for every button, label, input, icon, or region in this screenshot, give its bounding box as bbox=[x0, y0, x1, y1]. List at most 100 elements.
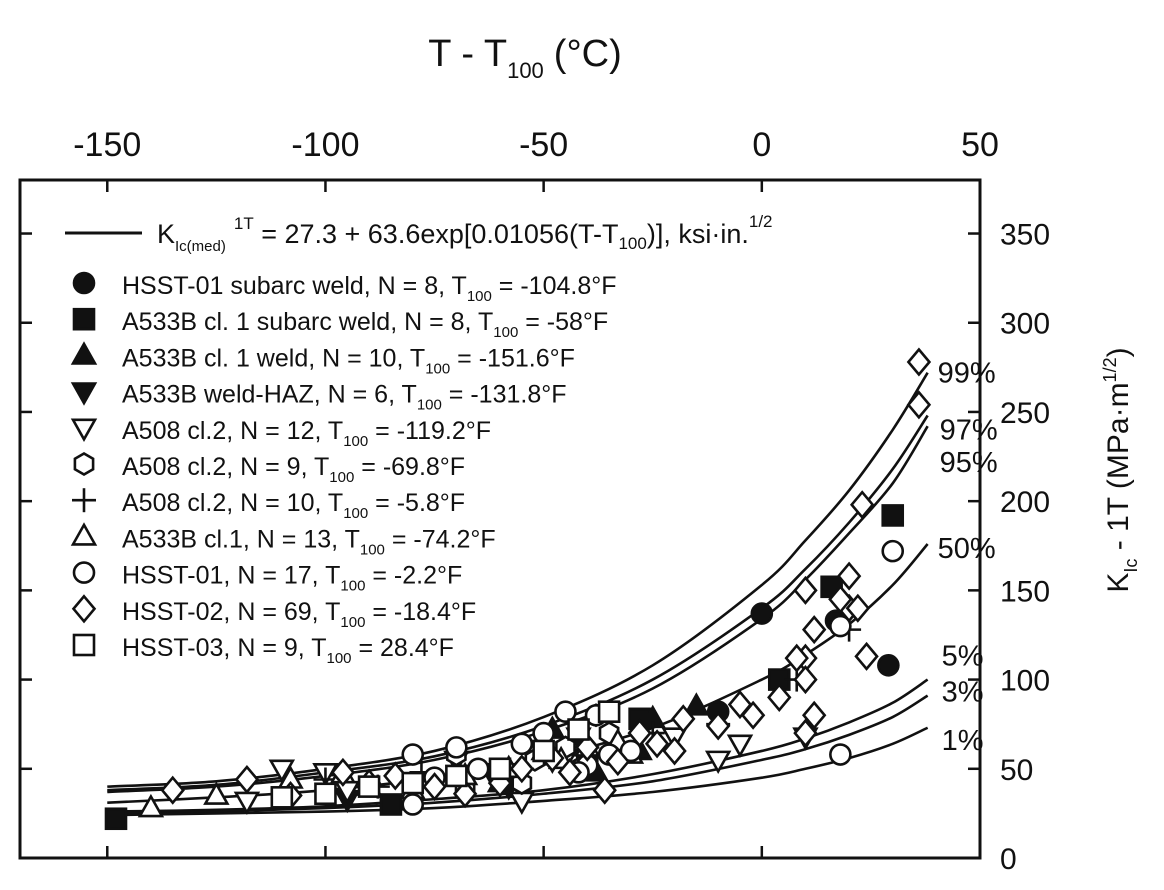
point-series-9 bbox=[881, 539, 905, 563]
point-series-10 bbox=[592, 775, 617, 805]
legend-marker-3 bbox=[70, 341, 98, 365]
point-series-10 bbox=[767, 682, 792, 712]
point-series-11 bbox=[597, 700, 621, 723]
point-series-11 bbox=[357, 775, 381, 798]
point-series-2 bbox=[379, 793, 403, 816]
legend-label-4: A533B weld-HAZ, N = 6, T100 = -131.8°F bbox=[122, 381, 567, 414]
point-series-10 bbox=[644, 729, 670, 759]
point-series-10 bbox=[234, 764, 260, 795]
legend-equation: KIc(med)1T = 27.3 + 63.6exp[0.01056(T-T1… bbox=[157, 212, 773, 255]
curve-label-50pct: 50% bbox=[938, 533, 996, 565]
x-tick-label: 0 bbox=[752, 126, 771, 164]
point-series-10 bbox=[793, 665, 818, 695]
point-series-10 bbox=[575, 732, 600, 762]
y-tick-label: 100 bbox=[1000, 665, 1050, 698]
legend-marker-7 bbox=[72, 488, 96, 513]
point-series-5 bbox=[726, 734, 754, 758]
legend-label-2: A533B cl. 1 subarc weld, N = 8, T100 = -… bbox=[122, 308, 608, 341]
curve-label-3pct: 3% bbox=[942, 677, 984, 709]
point-series-10 bbox=[383, 761, 408, 791]
legend-label-5: A508 cl.2, N = 12, T100 = -119.2°F bbox=[122, 417, 491, 450]
legend-marker-8 bbox=[70, 522, 98, 546]
point-series-10 bbox=[452, 779, 478, 809]
point-series-10 bbox=[854, 641, 879, 671]
plot-frame bbox=[18, 178, 982, 860]
point-series-9 bbox=[401, 793, 425, 816]
y-axis-title-sup: 1/2 bbox=[1100, 357, 1120, 382]
point-series-10 bbox=[330, 757, 356, 787]
point-series-11 bbox=[488, 757, 512, 781]
x-axis-title-sub: 100 bbox=[507, 58, 544, 83]
point-series-10 bbox=[160, 775, 185, 805]
legend-label-11: HSST-03, N = 9, T100 = 28.4°F bbox=[122, 634, 454, 667]
legend-marker-5 bbox=[70, 418, 98, 442]
point-series-5 bbox=[268, 759, 296, 783]
point-series-10 bbox=[906, 347, 932, 377]
curve-label-95pct: 95% bbox=[940, 447, 998, 479]
y-tick-label: 350 bbox=[1000, 219, 1050, 252]
point-series-2 bbox=[881, 504, 905, 527]
point-series-8 bbox=[137, 793, 165, 818]
point-series-10 bbox=[605, 747, 631, 777]
legend-label-1: HSST-01 subarc weld, N = 8, T100 = -104.… bbox=[122, 272, 617, 305]
x-tick-labels: -150 -100 -50 0 50 bbox=[73, 126, 999, 164]
legend-marker-1 bbox=[72, 271, 96, 295]
legend-marker-9 bbox=[72, 561, 96, 584]
point-series-11 bbox=[270, 786, 294, 809]
y-axis-title-end: ) bbox=[1102, 347, 1135, 357]
point-series-8 bbox=[203, 781, 230, 805]
point-series-10 bbox=[793, 718, 818, 748]
legend-label-10: HSST-02, N = 69, T100 = -18.4°F bbox=[122, 598, 476, 631]
point-series-10 bbox=[509, 754, 535, 784]
point-series-1 bbox=[877, 654, 900, 677]
point-series-9 bbox=[829, 743, 852, 766]
point-series-10 bbox=[784, 643, 809, 673]
legend-marker-11 bbox=[72, 633, 96, 657]
point-series-10 bbox=[793, 575, 818, 605]
point-series-10 bbox=[557, 757, 583, 787]
x-tick-label: -150 bbox=[73, 126, 141, 164]
point-series-10 bbox=[662, 736, 687, 766]
point-series-11 bbox=[445, 764, 468, 788]
y-tick-label: 250 bbox=[1000, 397, 1050, 430]
y-tick-label: 0 bbox=[1000, 843, 1017, 876]
point-series-3 bbox=[683, 692, 710, 716]
point-series-10 bbox=[906, 390, 932, 420]
curve-label-97pct: 97% bbox=[940, 415, 998, 447]
point-series-5 bbox=[704, 750, 732, 775]
y-tick-label: 150 bbox=[1000, 575, 1050, 608]
x-tick-label: 50 bbox=[961, 126, 999, 164]
point-series-10 bbox=[828, 584, 853, 614]
point-series-10 bbox=[849, 490, 875, 520]
point-series-11 bbox=[401, 771, 425, 795]
legend-marker-2 bbox=[72, 307, 96, 331]
x-tick-label: -50 bbox=[519, 126, 568, 164]
legend-label-7: A508 cl.2, N = 10, T100 = -5.8°F bbox=[122, 489, 465, 522]
legend-marker-4 bbox=[70, 382, 98, 406]
point-series-9 bbox=[401, 743, 425, 766]
point-series-10 bbox=[801, 700, 827, 730]
point-series-10 bbox=[671, 704, 696, 734]
point-series-10 bbox=[845, 593, 871, 623]
curve-label-99pct: 99% bbox=[938, 358, 996, 390]
point-series-10 bbox=[422, 772, 447, 802]
y-axis-title: KIc - 1T (MPa·m1/2) bbox=[1100, 347, 1141, 592]
x-axis-title-unit: (°C) bbox=[554, 33, 622, 75]
legend-label-8: A533B cl.1, N = 13, T100 = -74.2°F bbox=[122, 525, 496, 558]
y-tick-label: 200 bbox=[1000, 486, 1050, 519]
y-tick-label: 50 bbox=[1000, 754, 1033, 787]
point-series-10 bbox=[836, 561, 862, 591]
point-series-10 bbox=[740, 700, 766, 730]
y-axis-title-mid: - 1T (MPa·m bbox=[1102, 382, 1135, 558]
point-series-9 bbox=[510, 732, 534, 756]
point-series-2 bbox=[104, 807, 128, 831]
point-series-11 bbox=[532, 739, 555, 763]
x-axis-title: T - T100 (°C) bbox=[428, 33, 622, 83]
legend-marker-10 bbox=[71, 594, 97, 624]
curve-labels: 99% 97%95% 50% 5% 3% 1% bbox=[938, 358, 998, 757]
legend-label-6: A508 cl.2, N = 9, T100 = -69.8°F bbox=[122, 453, 465, 486]
point-series-10 bbox=[627, 718, 652, 748]
point-series-10 bbox=[705, 711, 731, 741]
y-axis-title-main: K bbox=[1102, 573, 1135, 593]
